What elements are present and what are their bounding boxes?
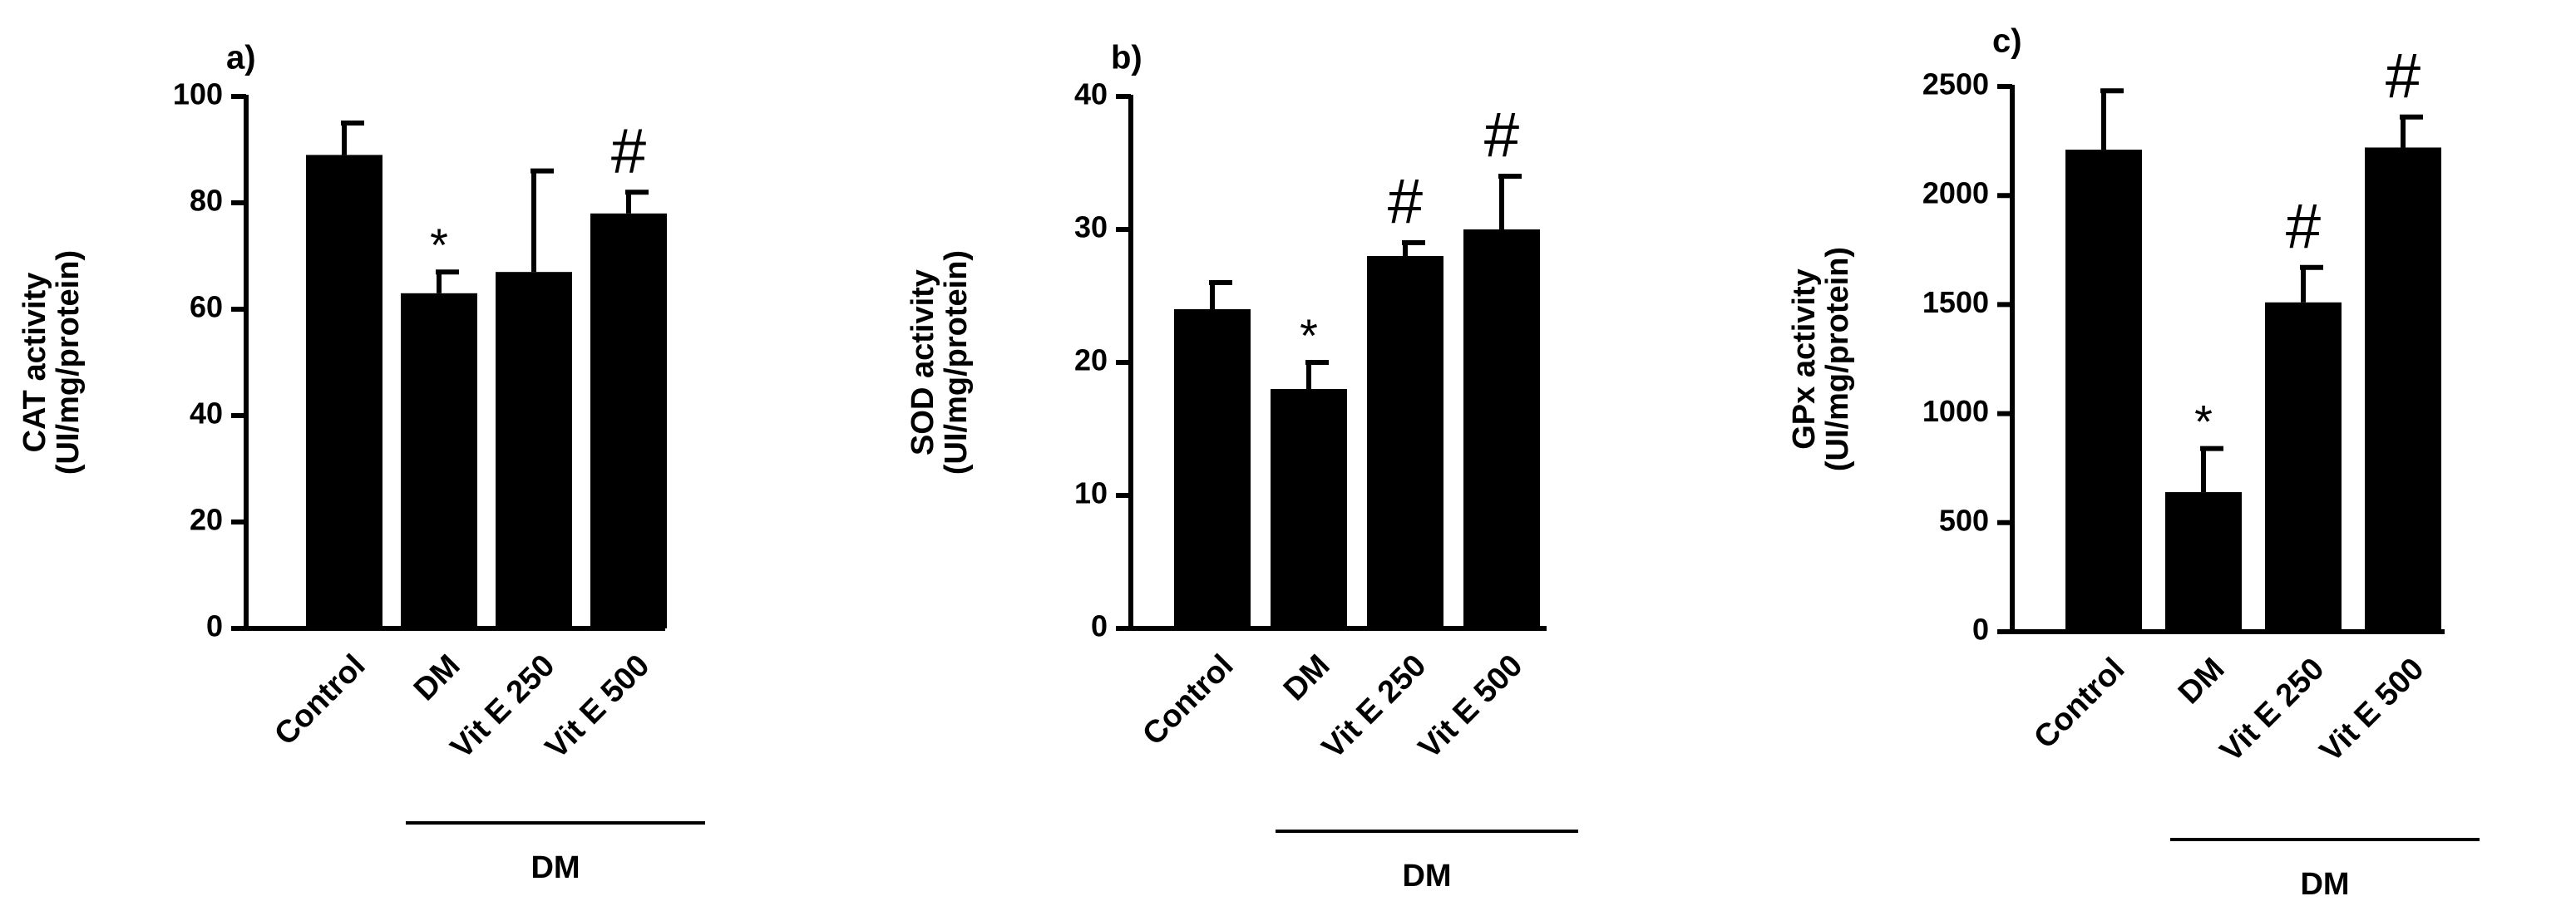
panel-label: b) bbox=[1111, 40, 1142, 76]
x-tick-label: DM bbox=[2172, 652, 2231, 711]
error-bar bbox=[2100, 88, 2124, 150]
x-tick-label: DM bbox=[407, 648, 466, 707]
significance-marker: * bbox=[2194, 395, 2213, 447]
x-tick-label: Vit E 500 bbox=[539, 648, 656, 766]
error-bar bbox=[2400, 114, 2423, 148]
bar bbox=[1174, 309, 1251, 628]
error-bar bbox=[1305, 360, 1329, 389]
bar bbox=[496, 272, 572, 628]
bar bbox=[2165, 492, 2242, 632]
error-bar bbox=[1209, 280, 1232, 309]
group-label: DM bbox=[2300, 867, 2349, 902]
significance-marker: * bbox=[430, 219, 448, 271]
bar bbox=[1367, 256, 1443, 628]
error-bar bbox=[436, 269, 459, 293]
bar bbox=[306, 155, 382, 628]
y-tick-label: 30 bbox=[1074, 210, 1108, 244]
bar bbox=[2365, 147, 2441, 633]
x-tick-label: Vit E 500 bbox=[2313, 652, 2430, 769]
y-tick-label: 60 bbox=[190, 290, 223, 324]
y-axis-label: (UI/mg/protein) bbox=[51, 250, 86, 475]
y-tick-label: 20 bbox=[190, 503, 223, 537]
x-tick-label: Vit E 250 bbox=[2213, 652, 2331, 769]
y-tick-label: 10 bbox=[1074, 476, 1108, 510]
x-tick-label: Vit E 500 bbox=[1412, 648, 1529, 766]
y-axis-label: (UI/mg/protein) bbox=[1820, 247, 1855, 471]
y-axis-label: CAT activity bbox=[17, 273, 52, 453]
y-tick-label: 1500 bbox=[1922, 285, 1989, 319]
y-tick-label: 2500 bbox=[1922, 67, 1989, 101]
bar bbox=[1463, 229, 1540, 628]
y-tick-label: 1000 bbox=[1922, 394, 1989, 428]
panel-label: a) bbox=[226, 40, 256, 76]
bar bbox=[2065, 150, 2142, 632]
significance-marker: * bbox=[1300, 309, 1318, 362]
bar bbox=[2265, 302, 2342, 632]
y-axis-label: GPx activity bbox=[1787, 268, 1822, 450]
error-bar bbox=[1402, 240, 1425, 256]
significance-marker: # bbox=[2286, 191, 2321, 262]
error-bar bbox=[2300, 264, 2323, 303]
y-tick-label: 0 bbox=[1972, 613, 1989, 647]
group-label: DM bbox=[530, 850, 580, 885]
significance-marker: # bbox=[1388, 166, 1423, 237]
y-axis-label: SOD activity bbox=[906, 269, 940, 456]
x-tick-label: Vit E 250 bbox=[444, 648, 561, 766]
group-label: DM bbox=[1402, 859, 1451, 894]
significance-marker: # bbox=[1484, 100, 1519, 170]
y-tick-label: 0 bbox=[1091, 609, 1108, 643]
x-tick-label: Control bbox=[2027, 652, 2131, 756]
x-tick-label: Control bbox=[1136, 648, 1240, 752]
x-tick-label: Vit E 250 bbox=[1315, 648, 1433, 766]
y-tick-label: 0 bbox=[206, 609, 223, 643]
error-bar bbox=[530, 168, 554, 273]
x-tick-label: DM bbox=[1277, 648, 1336, 707]
significance-marker: # bbox=[611, 116, 646, 186]
y-tick-label: 2000 bbox=[1922, 176, 1989, 210]
y-tick-label: 20 bbox=[1074, 343, 1108, 377]
bar bbox=[1271, 389, 1347, 628]
bar bbox=[590, 213, 667, 628]
significance-marker: # bbox=[2386, 41, 2421, 111]
error-bar bbox=[341, 121, 364, 155]
error-bar bbox=[1498, 174, 1522, 229]
error-bar bbox=[625, 190, 649, 214]
bar bbox=[401, 293, 477, 628]
y-tick-label: 40 bbox=[1074, 77, 1108, 111]
y-axis-label: (UI/mg/protein) bbox=[939, 250, 974, 475]
x-tick-label: Control bbox=[268, 648, 372, 752]
y-tick-label: 40 bbox=[190, 396, 223, 431]
panel-label: c) bbox=[1992, 23, 2022, 60]
y-tick-label: 100 bbox=[173, 77, 223, 111]
error-bar bbox=[2200, 446, 2223, 493]
y-tick-label: 500 bbox=[1939, 503, 1989, 537]
y-tick-label: 80 bbox=[190, 184, 223, 218]
